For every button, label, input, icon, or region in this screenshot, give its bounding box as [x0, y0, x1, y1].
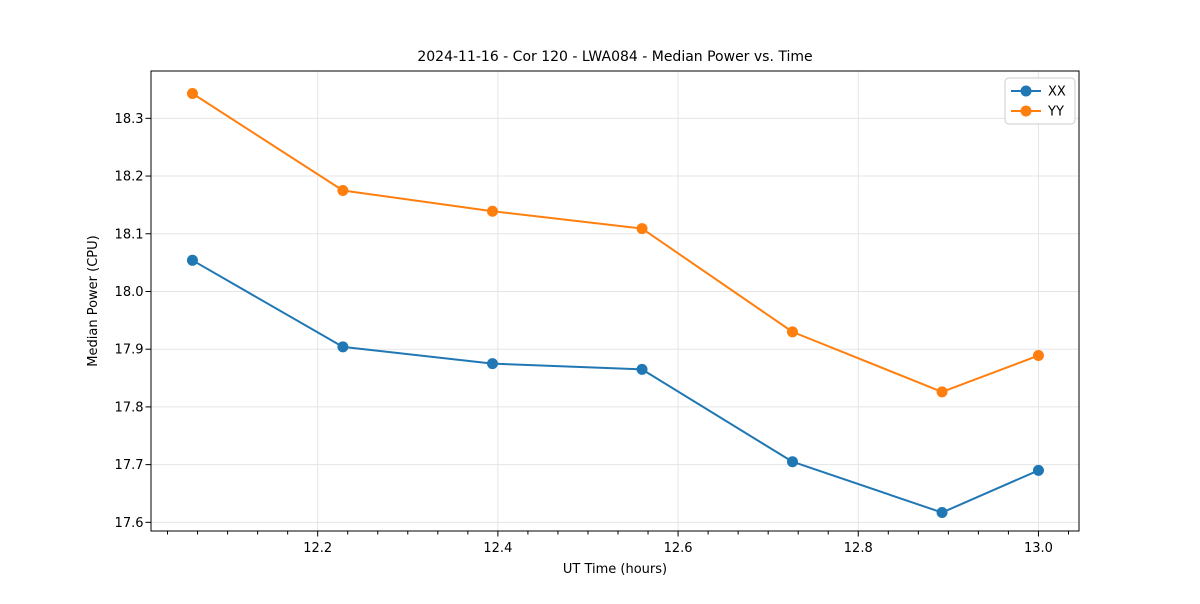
y-axis-label: Median Power (CPU) — [86, 235, 101, 366]
legend-entry-YY: YY — [1011, 105, 1064, 120]
x-tick-label: 13.0 — [1024, 541, 1053, 556]
data-point-XX-2 — [486, 358, 498, 370]
plot-border — [150, 70, 1080, 532]
x-tick-label: 12.4 — [483, 541, 512, 556]
y-tick-label: 18.0 — [115, 285, 144, 300]
chart-title: 2024-11-16 - Cor 120 - LWA084 - Median P… — [417, 49, 812, 65]
data-point-YY-6 — [1032, 350, 1044, 362]
data-point-YY-5 — [936, 386, 948, 398]
legend-entry-XX: XX — [1011, 85, 1066, 100]
y-tick-label: 17.6 — [115, 516, 144, 531]
data-point-YY-0 — [186, 88, 198, 100]
y-tick-label: 18.2 — [115, 170, 144, 185]
y-tick-label: 17.7 — [115, 458, 144, 473]
axes-layer: 12.2 12.4 12.6 12.8 13.0 17.6 17.7 17.8 17.9 18.0… — [115, 70, 1080, 556]
data-point-YY-4 — [786, 326, 798, 338]
series-YY — [186, 88, 1044, 398]
data-point-XX-1 — [337, 341, 349, 353]
data-point-YY-1 — [337, 184, 349, 196]
data-point-XX-5 — [936, 507, 948, 519]
series-line-XX — [191, 259, 1040, 514]
data-point-XX-6 — [1032, 464, 1044, 476]
x-tick-label: 12.6 — [664, 541, 693, 556]
x-tick-label: 12.2 — [303, 541, 332, 556]
series-XX — [186, 254, 1044, 519]
legend: XX YY — [1004, 77, 1076, 125]
data-point-YY-3 — [636, 223, 648, 235]
data-point-XX-0 — [186, 254, 198, 266]
grid-layer — [151, 71, 1079, 531]
data-point-YY-2 — [486, 205, 498, 217]
series-layer — [186, 88, 1044, 519]
legend-label-YY: YY — [1047, 105, 1064, 120]
data-point-XX-4 — [786, 456, 798, 468]
x-axis-label: UT Time (hours) — [563, 562, 667, 577]
y-tick-label: 18.3 — [115, 112, 144, 127]
data-point-XX-3 — [636, 363, 648, 375]
x-tick-label: 12.8 — [844, 541, 873, 556]
y-tick-label: 18.1 — [115, 227, 144, 242]
legend-label-XX: XX — [1048, 85, 1066, 100]
y-tick-label: 17.9 — [115, 343, 144, 358]
legend-marker-XX — [1020, 85, 1032, 97]
y-tick-label: 17.8 — [115, 400, 144, 415]
series-line-YY — [191, 92, 1040, 393]
legend-marker-YY — [1020, 105, 1032, 117]
